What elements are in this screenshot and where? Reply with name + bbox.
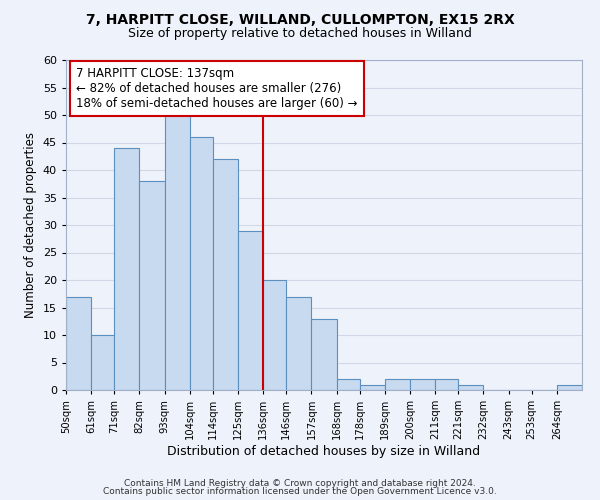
Bar [410, 379, 435, 390]
Bar [91, 335, 114, 390]
Text: Contains HM Land Registry data © Crown copyright and database right 2024.: Contains HM Land Registry data © Crown c… [124, 478, 476, 488]
Bar [213, 159, 238, 390]
Text: 7 HARPITT CLOSE: 137sqm
← 82% of detached houses are smaller (276)
18% of semi-d: 7 HARPITT CLOSE: 137sqm ← 82% of detache… [76, 66, 358, 110]
Bar [311, 318, 337, 390]
Bar [385, 379, 410, 390]
Bar [114, 148, 139, 390]
Bar [238, 230, 263, 390]
Bar [139, 181, 164, 390]
Bar [263, 280, 286, 390]
Bar [337, 379, 359, 390]
Bar [190, 137, 213, 390]
Y-axis label: Number of detached properties: Number of detached properties [24, 132, 37, 318]
Bar [359, 384, 385, 390]
Text: 7, HARPITT CLOSE, WILLAND, CULLOMPTON, EX15 2RX: 7, HARPITT CLOSE, WILLAND, CULLOMPTON, E… [86, 12, 514, 26]
Text: Size of property relative to detached houses in Willand: Size of property relative to detached ho… [128, 28, 472, 40]
Bar [164, 115, 190, 390]
Bar [286, 296, 311, 390]
Bar [557, 384, 582, 390]
X-axis label: Distribution of detached houses by size in Willand: Distribution of detached houses by size … [167, 445, 481, 458]
Bar [458, 384, 484, 390]
Bar [435, 379, 458, 390]
Bar [66, 296, 91, 390]
Text: Contains public sector information licensed under the Open Government Licence v3: Contains public sector information licen… [103, 487, 497, 496]
